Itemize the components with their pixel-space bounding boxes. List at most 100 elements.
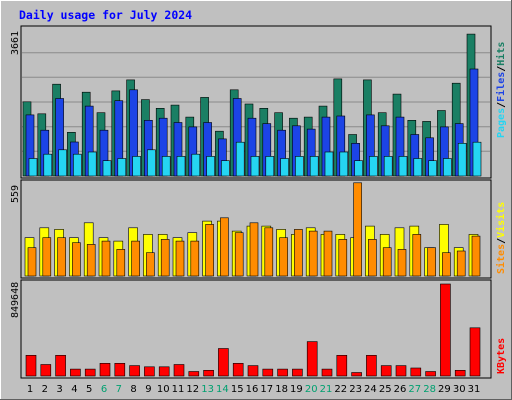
x-tick-label-day-23: 23: [349, 384, 362, 395]
legend-visits: Visits: [495, 202, 507, 238]
x-tick-label-day-20: 20: [305, 384, 318, 395]
legend-pages: Pages: [496, 108, 507, 138]
bar-pages-day-24: [369, 156, 378, 177]
bar-sites-day-23: [353, 182, 362, 277]
bar-pages-day-3: [58, 149, 67, 177]
bar-sites-day-27: [412, 234, 422, 277]
bars: [22, 33, 482, 377]
x-tick-label-day-8: 8: [130, 384, 136, 395]
bar-sites-day-26: [397, 249, 407, 277]
max-label-top: 3661: [10, 31, 21, 55]
x-tick-label-day-22: 22: [334, 384, 347, 395]
bar-sites-day-14: [220, 217, 229, 277]
x-tick-label-day-30: 30: [453, 384, 466, 395]
bar-kbytes-day-15: [232, 362, 244, 377]
x-tick-label-day-4: 4: [71, 384, 77, 395]
x-tick-label-day-3: 3: [56, 384, 62, 395]
bar-sites-day-17: [264, 227, 274, 277]
bar-sites-day-19: [294, 229, 303, 277]
bar-kbytes-day-9: [144, 366, 155, 377]
bar-pages-day-2: [43, 153, 53, 177]
bar-kbytes-day-21: [321, 368, 333, 377]
x-tick-label-day-21: 21: [320, 384, 333, 395]
bar-sites-day-4: [72, 242, 81, 277]
chart-title: Daily usage for July 2024: [19, 8, 192, 22]
bar-sites-day-1: [27, 247, 37, 277]
x-axis-labels: 1 2 3 4 5 6 7 8 9 10 11 12 13 14 15 16 17 18 19 20 21 22 23 24 2…: [27, 384, 481, 395]
bar-pages-day-13: [206, 156, 215, 177]
bar-pages-day-9: [147, 149, 156, 177]
bar-kbytes-day-27: [410, 367, 422, 377]
legend-bottom: KBytes: [496, 338, 507, 374]
x-tick-label-day-5: 5: [86, 384, 92, 395]
bar-kbytes-day-28: [425, 371, 436, 377]
x-tick-label-day-19: 19: [290, 384, 303, 395]
bar-sites-day-29: [442, 252, 451, 277]
bar-pages-day-20: [309, 156, 319, 177]
bar-sites-day-7: [116, 249, 126, 277]
legend-top: Pages/Files/Hits: [495, 42, 507, 138]
bar-sites-day-3: [57, 237, 66, 277]
legend-middle: Sites/Visits: [495, 202, 507, 274]
bar-pages-day-12: [191, 153, 201, 177]
bar-pages-day-31: [472, 141, 482, 177]
x-tick-label-day-9: 9: [145, 384, 151, 395]
bar-pages-day-21: [324, 151, 334, 177]
bar-sites-day-30: [456, 250, 466, 277]
bar-kbytes-day-1: [25, 354, 37, 377]
x-tick-label-day-16: 16: [246, 384, 259, 395]
bar-pages-day-1: [28, 158, 38, 177]
x-tick-label-day-2: 2: [42, 384, 48, 395]
bar-pages-day-14: [221, 160, 230, 177]
bar-sites-day-31: [471, 235, 481, 277]
bar-pages-day-17: [265, 156, 275, 177]
bar-sites-day-5: [86, 244, 96, 277]
bar-sites-day-21: [323, 230, 333, 277]
bar-kbytes-day-22: [336, 354, 348, 377]
bar-sites-day-20: [308, 230, 318, 277]
bar-pages-day-18: [280, 158, 289, 177]
bar-kbytes-day-2: [40, 364, 52, 377]
bar-pages-day-4: [73, 153, 82, 177]
bar-kbytes-day-25: [380, 365, 392, 377]
bar-sites-day-13: [205, 224, 214, 277]
bar-kbytes-day-3: [55, 354, 66, 377]
legend-sep: /: [496, 66, 507, 72]
bar-sites-day-24: [368, 239, 377, 277]
bar-kbytes-day-23: [351, 372, 362, 377]
bar-pages-day-16: [250, 156, 260, 177]
bar-kbytes-day-13: [203, 369, 214, 377]
bar-pages-day-10: [161, 156, 171, 177]
bar-sites-day-8: [131, 240, 140, 277]
bar-pages-day-8: [132, 156, 141, 177]
bar-pages-day-15: [235, 141, 245, 177]
legend-sites: Sites: [495, 244, 507, 274]
x-tick-label-day-15: 15: [231, 384, 244, 395]
bar-kbytes-day-16: [247, 365, 259, 377]
bar-kbytes-day-10: [158, 366, 170, 377]
bar-pages-day-27: [413, 158, 423, 177]
legend-sep: /: [496, 238, 507, 244]
legend-sep: /: [496, 102, 507, 108]
legend-kbytes: KBytes: [496, 338, 507, 374]
x-tick-label-day-1: 1: [27, 384, 33, 395]
x-tick-label-day-14: 14: [216, 384, 229, 395]
bar-kbytes-day-29: [440, 283, 451, 377]
x-tick-label-day-12: 12: [186, 384, 199, 395]
x-tick-label-day-25: 25: [379, 384, 392, 395]
bar-sites-day-6: [101, 240, 111, 277]
x-tick-label-day-10: 10: [157, 384, 170, 395]
bar-kbytes-day-8: [129, 365, 140, 377]
bar-sites-day-25: [382, 247, 392, 277]
x-tick-label-day-31: 31: [468, 384, 481, 395]
bar-pages-day-19: [295, 156, 304, 177]
bar-kbytes-day-7: [114, 362, 126, 377]
bar-sites-day-9: [146, 252, 155, 277]
x-tick-label-day-27: 27: [408, 384, 421, 395]
x-tick-label-day-6: 6: [101, 384, 107, 395]
x-tick-label-day-13: 13: [201, 384, 214, 395]
max-label-middle: 559: [10, 185, 21, 203]
x-tick-label-day-28: 28: [423, 384, 436, 395]
bar-sites-day-15: [234, 232, 244, 277]
